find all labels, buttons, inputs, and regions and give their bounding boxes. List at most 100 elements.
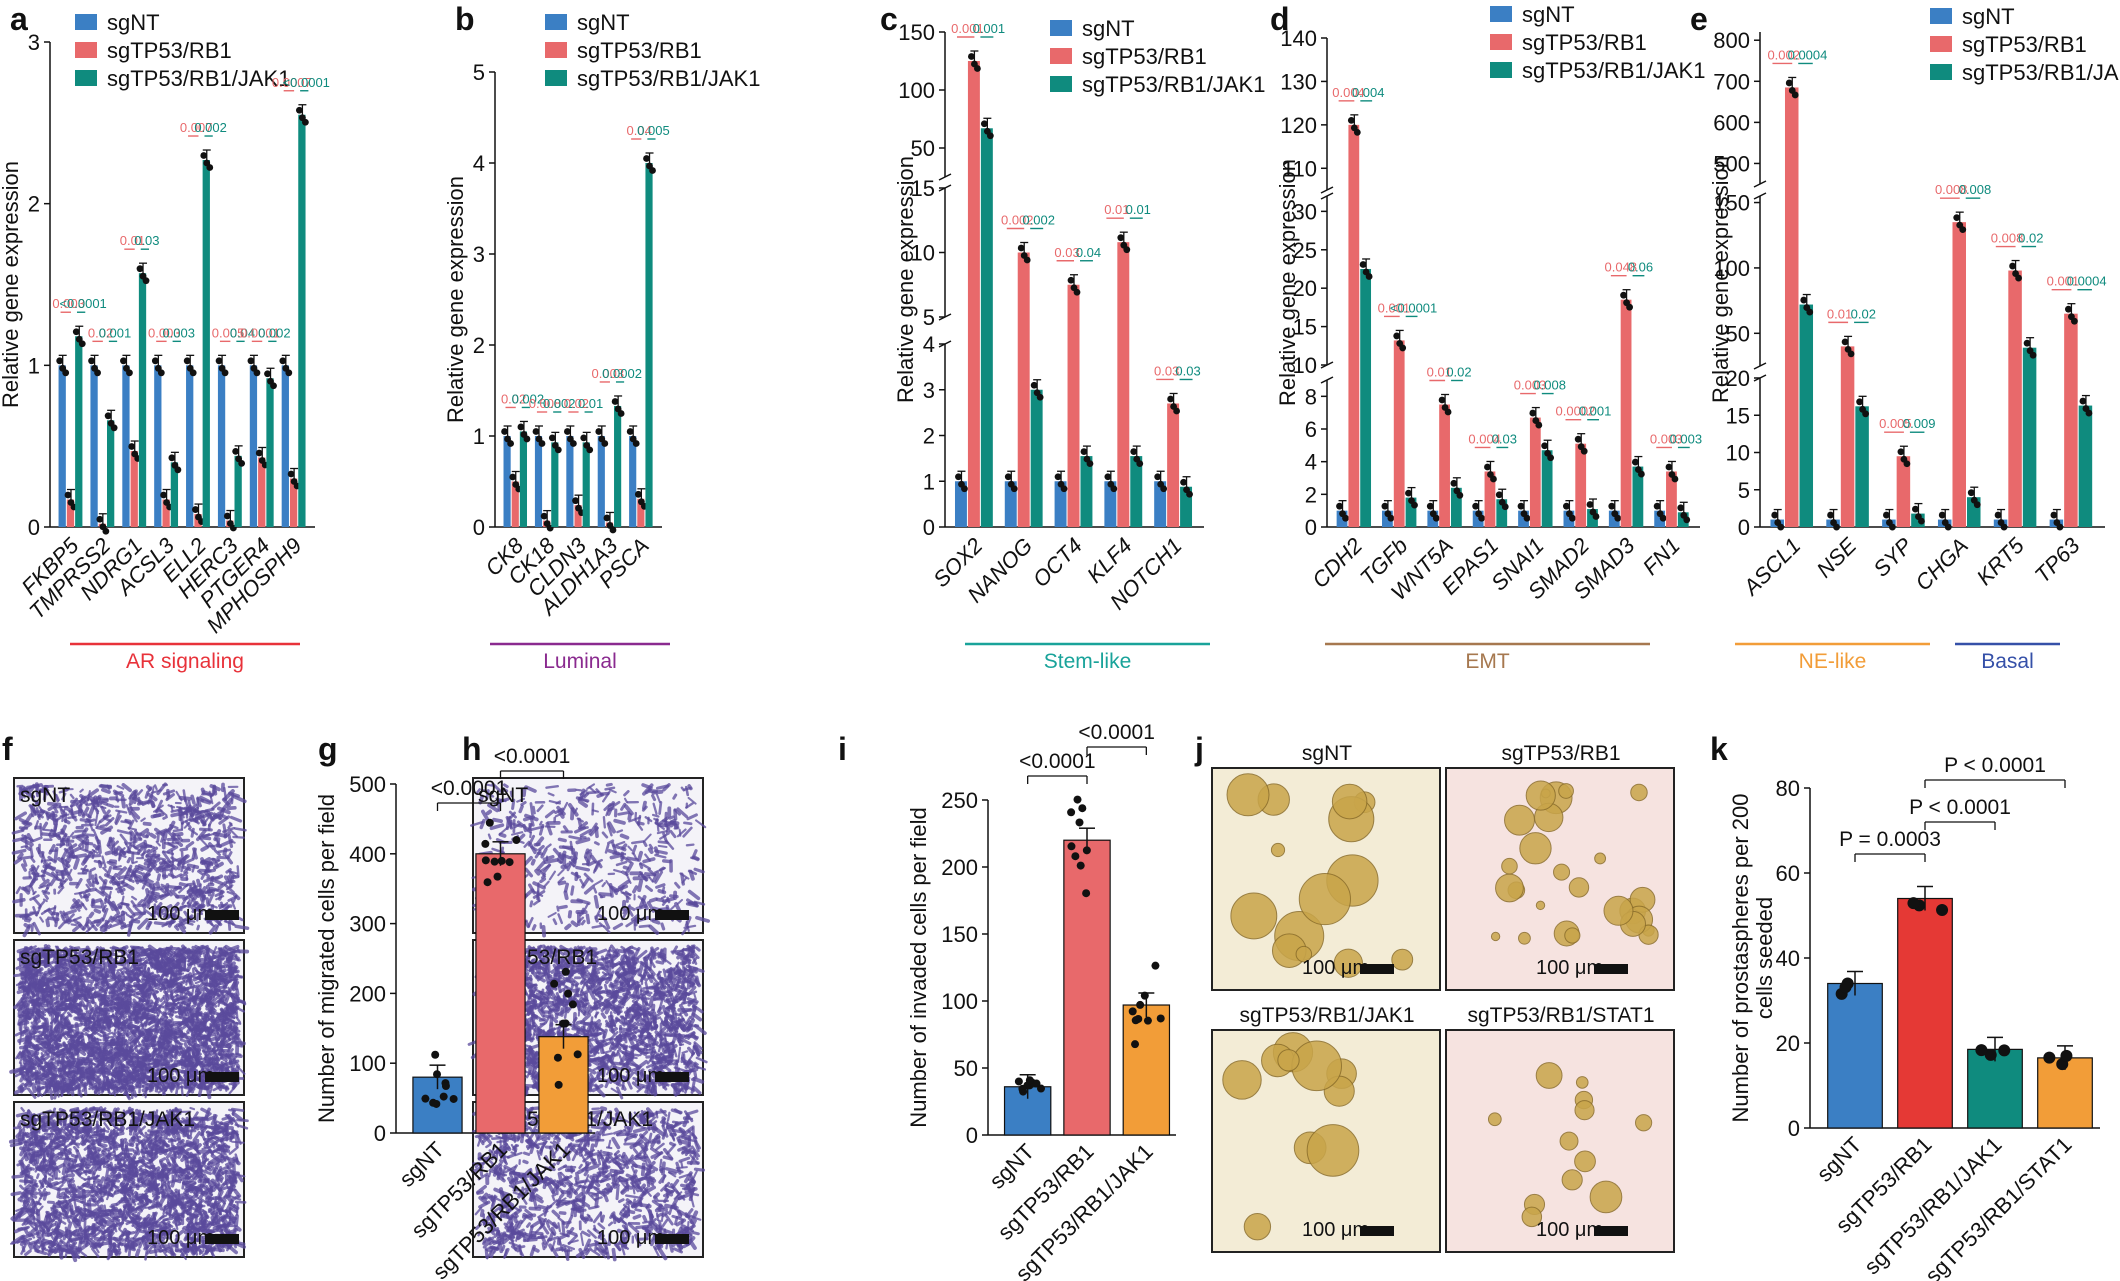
legend-swatch xyxy=(1050,20,1072,36)
stained-cell xyxy=(70,809,84,816)
legend-label: sgTP53/RB1/JAK1 xyxy=(1082,72,1265,97)
stained-cell xyxy=(109,1005,117,1011)
y-tick-label: 10 xyxy=(1293,353,1317,378)
pvalue-label: 0.003 xyxy=(52,296,85,311)
y-axis-label: Relative gene expression xyxy=(893,156,918,403)
data-point xyxy=(1501,503,1509,511)
bar xyxy=(954,481,967,527)
stained-cell xyxy=(198,835,212,841)
stained-cell xyxy=(135,1080,141,1088)
legend-swatch xyxy=(545,70,567,86)
stained-cell xyxy=(66,1011,73,1018)
stained-cell xyxy=(93,908,102,914)
bar xyxy=(2008,270,2022,527)
data-point xyxy=(2000,523,2008,531)
stained-cell xyxy=(47,909,54,915)
data-point xyxy=(72,328,80,336)
data-point xyxy=(247,357,255,365)
stained-cell xyxy=(232,892,241,901)
data-point xyxy=(1517,502,1525,510)
stained-cell xyxy=(163,971,170,976)
stained-cell xyxy=(110,983,117,995)
data-point xyxy=(279,357,287,365)
gene-expression-panels: a sgNT sgTP53/RB1 sgTP53/RB1/JAK1 Relative g… xyxy=(0,1,2120,673)
data-point xyxy=(1659,514,1667,522)
data-point xyxy=(1067,276,1075,284)
data-point xyxy=(1847,350,1855,358)
stained-cell xyxy=(116,883,125,896)
stained-cell xyxy=(30,997,34,1004)
data-point xyxy=(2050,511,2058,519)
stained-cell xyxy=(186,882,196,887)
stained-cell xyxy=(90,1025,98,1032)
data-point xyxy=(1541,442,1549,450)
stained-cell xyxy=(137,899,144,906)
stained-cell xyxy=(64,913,71,925)
stained-cell xyxy=(118,1056,123,1067)
stained-cell xyxy=(116,785,125,790)
stained-cell xyxy=(128,1045,132,1055)
bar xyxy=(234,455,242,527)
data-point xyxy=(1054,473,1062,481)
data-point xyxy=(1117,234,1125,242)
bar xyxy=(1518,510,1529,527)
data-point xyxy=(1535,421,1543,429)
group-label: Basal xyxy=(1981,650,2034,673)
legend-label: sgTP53/RB1 xyxy=(1082,44,1207,69)
y-tick-label: 25 xyxy=(1293,238,1317,263)
y-tick-label: 2 xyxy=(473,333,485,358)
stained-cell xyxy=(72,923,82,933)
pvalue-label: 0.01 xyxy=(1126,202,1151,217)
bar xyxy=(1587,509,1598,527)
data-point xyxy=(1882,511,1890,519)
data-point xyxy=(563,428,571,435)
y-tick-label: 100 xyxy=(1713,256,1750,281)
stained-cell xyxy=(196,797,202,808)
data-point xyxy=(1167,395,1175,403)
data-point xyxy=(126,369,133,377)
y-tick-label: 110 xyxy=(1282,156,1317,181)
gene-label: ASCL1 xyxy=(1737,533,1805,601)
data-point xyxy=(507,440,514,447)
stained-cell xyxy=(49,876,57,887)
pvalue-label: 0.004 xyxy=(1352,85,1385,100)
stained-cell xyxy=(100,825,114,835)
stained-cell xyxy=(194,995,198,1002)
stained-cell xyxy=(75,906,81,912)
stained-cell xyxy=(159,996,165,1003)
stained-cell xyxy=(87,1015,93,1022)
stained-cell xyxy=(106,803,115,808)
group-label: Luminal xyxy=(543,650,617,673)
data-point xyxy=(609,526,617,534)
stained-cell xyxy=(84,833,95,837)
bar xyxy=(1784,87,1799,527)
pvalue-label: <0.0001 xyxy=(59,296,106,311)
stained-cell xyxy=(81,868,90,875)
stained-cell xyxy=(108,1046,114,1054)
stained-cell xyxy=(19,1085,25,1093)
stained-cell xyxy=(20,845,27,849)
stained-cell xyxy=(207,892,215,905)
stained-cell xyxy=(18,1058,23,1065)
stained-cell xyxy=(94,807,99,815)
stained-cell xyxy=(209,831,218,836)
panel-c: c sgNT sgTP53/RB1 sgTP53/RB1/JAK1 Relative g… xyxy=(880,1,1265,673)
data-point xyxy=(189,369,197,377)
data-point xyxy=(1888,523,1896,531)
pvalue-label: 0.001 xyxy=(951,21,984,36)
bar xyxy=(637,498,645,527)
data-point xyxy=(1856,398,1863,406)
stained-cell xyxy=(17,852,24,860)
stained-cell xyxy=(169,901,180,913)
pvalue-label: 0.002 xyxy=(258,325,291,340)
stained-cell xyxy=(139,828,150,837)
stained-cell xyxy=(80,823,94,827)
data-point xyxy=(617,410,625,417)
data-point xyxy=(1393,332,1401,340)
stained-cell xyxy=(201,944,209,950)
data-point xyxy=(523,435,531,443)
data-point xyxy=(1359,261,1367,268)
stained-cell xyxy=(203,1041,210,1049)
data-point xyxy=(1671,475,1679,483)
scale-bar-label: 100 μm xyxy=(147,1065,214,1087)
